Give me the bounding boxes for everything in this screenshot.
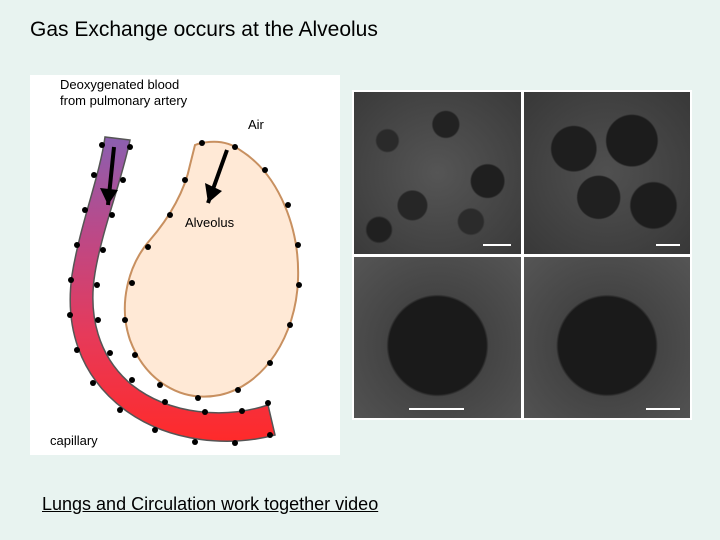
scalebar-1	[483, 244, 511, 246]
label-alveolus: Alveolus	[185, 215, 234, 231]
label-air: Air	[248, 117, 264, 133]
sem-panel-2	[524, 92, 691, 254]
alveolus-shape	[125, 142, 298, 397]
video-link[interactable]: Lungs and Circulation work together vide…	[42, 494, 378, 515]
sem-micrograph-grid	[352, 90, 692, 420]
label-capillary: capillary	[50, 433, 98, 449]
slide-title: Gas Exchange occurs at the Alveolus	[30, 18, 378, 42]
alveolus-diagram: Deoxygenated blood from pulmonary artery…	[30, 75, 340, 455]
diagram-svg	[30, 75, 340, 455]
scalebar-2	[656, 244, 680, 246]
scalebar-4	[646, 408, 680, 410]
scalebar-3	[409, 408, 464, 410]
sem-panel-4	[524, 257, 691, 419]
sem-panel-3	[354, 257, 521, 419]
label-deoxy-blood: Deoxygenated blood from pulmonary artery	[60, 77, 187, 110]
sem-panel-1	[354, 92, 521, 254]
